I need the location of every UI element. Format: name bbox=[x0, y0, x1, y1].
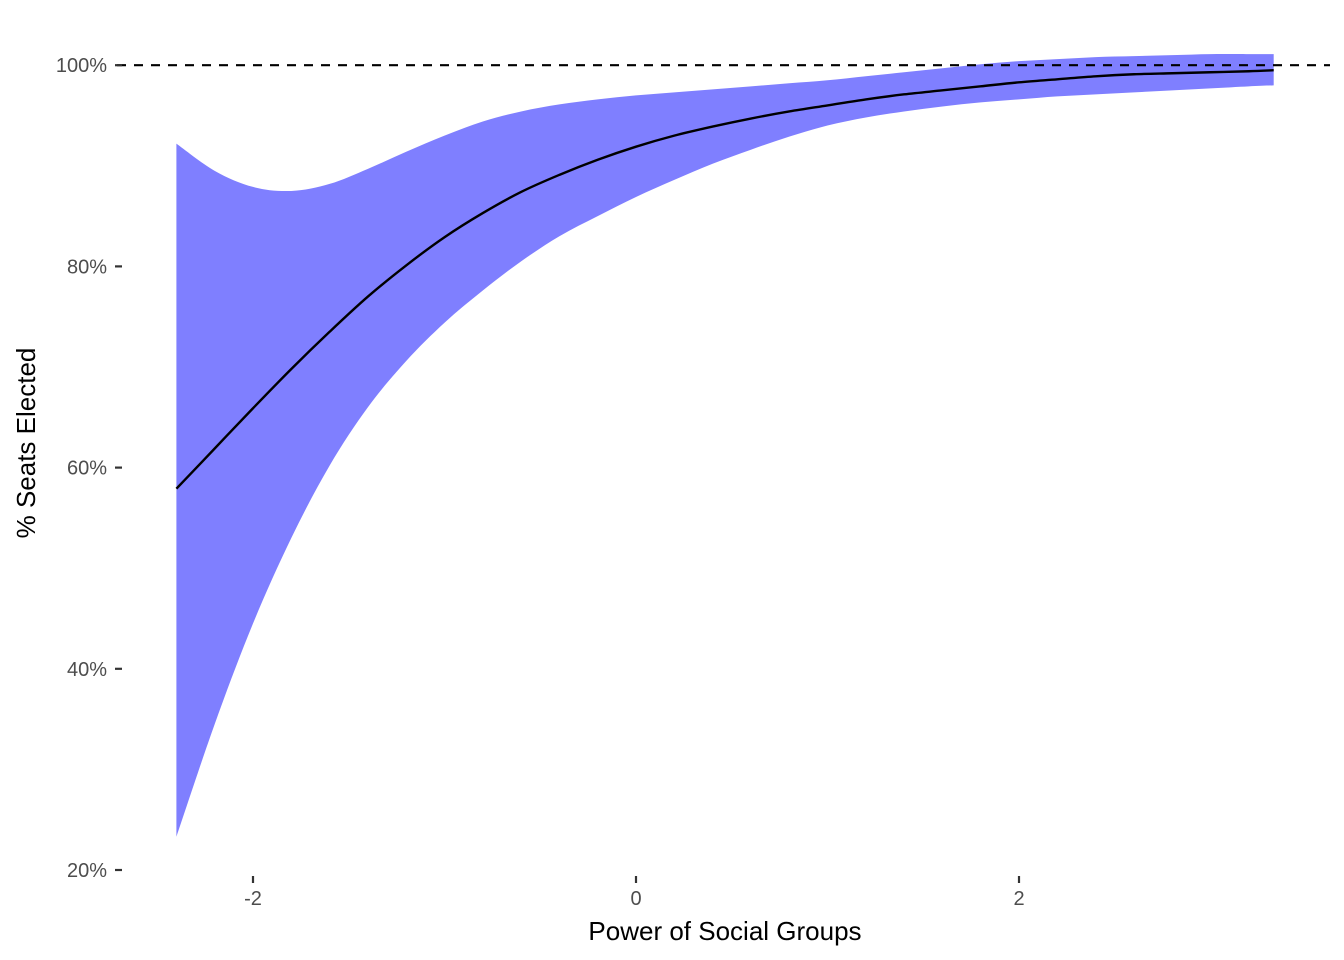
x-axis: -2 0 2 bbox=[244, 876, 1025, 910]
x-tick-label-0: 0 bbox=[630, 888, 641, 910]
y-tick-label-100: 100% bbox=[56, 55, 107, 77]
x-axis-title: Power of Social Groups bbox=[588, 916, 861, 946]
y-axis-title: % Seats Elected bbox=[11, 348, 41, 539]
confidence-band-layer bbox=[176, 54, 1274, 837]
y-tick-label-60: 60% bbox=[67, 458, 107, 480]
y-tick-label-20: 20% bbox=[67, 860, 107, 882]
x-tick-label--2: -2 bbox=[244, 888, 262, 910]
series-line-layer bbox=[175, 69, 1274, 490]
confidence-band bbox=[176, 54, 1274, 837]
series-line bbox=[175, 69, 1274, 490]
y-axis: 20% 40% 60% 80% 100% bbox=[56, 55, 122, 882]
y-tick-label-40: 40% bbox=[67, 659, 107, 681]
y-tick-label-80: 80% bbox=[67, 256, 107, 278]
x-tick-label-2: 2 bbox=[1013, 888, 1024, 910]
